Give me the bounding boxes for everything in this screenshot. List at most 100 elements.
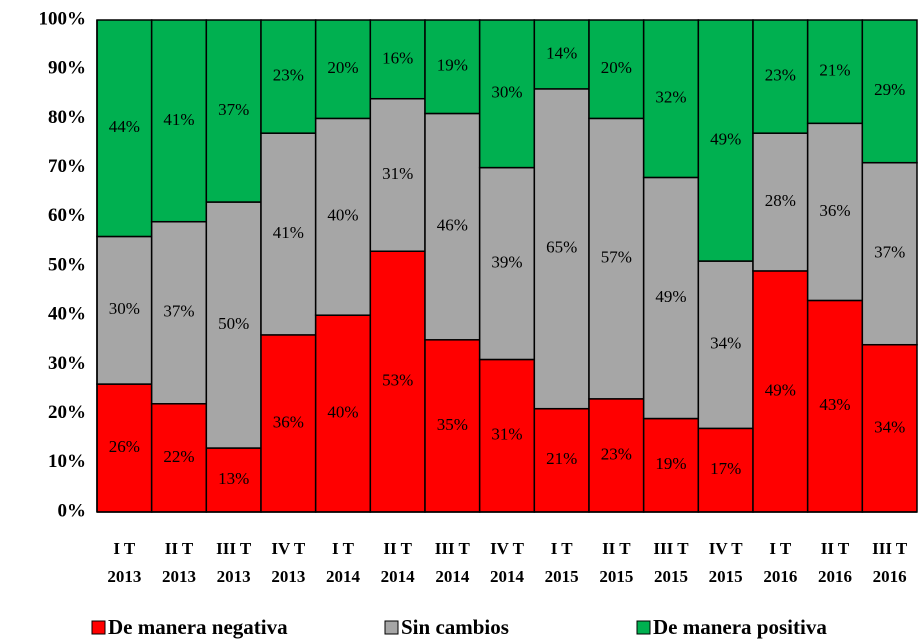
bar-segment <box>806 299 864 513</box>
x-tick-label: 2013 <box>271 567 305 586</box>
value-label: 17% <box>710 459 741 478</box>
value-label: 36% <box>819 201 850 220</box>
bar-segment <box>697 260 754 430</box>
value-label: 37% <box>218 100 249 119</box>
y-tick-label: 90% <box>48 58 86 79</box>
value-label: 46% <box>437 216 468 235</box>
bar-segment <box>369 97 426 252</box>
bar-segment <box>752 132 809 272</box>
value-label: 30% <box>109 299 140 318</box>
bar-segment <box>96 19 153 238</box>
value-label: 37% <box>874 243 905 262</box>
value-label: 50% <box>218 314 249 333</box>
x-tick-label: III T <box>435 539 471 558</box>
bar-segment <box>369 19 426 100</box>
y-tick-label: 70% <box>48 156 86 177</box>
value-label: 49% <box>655 287 686 306</box>
legend-swatch <box>636 620 651 635</box>
y-tick-label: 30% <box>48 353 86 374</box>
x-tick-label: III T <box>872 539 908 558</box>
legend-label: Sin cambios <box>401 615 509 639</box>
x-tick-label: II T <box>821 539 850 558</box>
bar-segment <box>205 201 262 449</box>
bar-segment <box>424 339 481 513</box>
value-label: 23% <box>273 65 304 84</box>
x-tick-label: 2016 <box>763 567 797 586</box>
x-tick-label: III T <box>216 539 252 558</box>
x-tick-label: I T <box>332 539 355 558</box>
value-label: 29% <box>874 80 905 99</box>
value-label: 49% <box>765 380 796 399</box>
value-label: 36% <box>273 412 304 431</box>
value-label: 39% <box>491 252 522 271</box>
bar-segment <box>424 112 481 341</box>
legend-swatch <box>384 620 399 635</box>
bar-segment <box>588 398 645 513</box>
value-label: 41% <box>163 110 194 129</box>
value-label: 19% <box>437 56 468 75</box>
value-label: 20% <box>601 58 632 77</box>
value-label: 21% <box>819 61 850 80</box>
value-label: 37% <box>163 302 194 321</box>
x-tick-label: I T <box>551 539 574 558</box>
bar-segment <box>96 235 153 385</box>
value-label: 41% <box>273 223 304 242</box>
value-label: 35% <box>437 415 468 434</box>
value-label: 19% <box>655 454 686 473</box>
bar-segment <box>260 334 317 513</box>
x-tick-label: 2016 <box>818 567 852 586</box>
y-tick-label: 50% <box>48 254 86 275</box>
bar-segment <box>752 19 809 134</box>
x-tick-label: 2013 <box>217 567 251 586</box>
bar-segment <box>369 250 426 513</box>
y-tick-label: 20% <box>48 402 86 423</box>
value-label: 20% <box>327 58 358 77</box>
bar-segment <box>205 19 262 203</box>
bar-segment <box>697 19 754 262</box>
x-tick-label: 2013 <box>107 567 141 586</box>
y-tick-label: 100% <box>39 8 87 29</box>
y-tick-label: 60% <box>48 205 86 226</box>
bar-segment <box>478 166 536 361</box>
value-label: 28% <box>765 191 796 210</box>
x-tick-label: 2014 <box>381 567 416 586</box>
value-label: 31% <box>382 164 413 183</box>
x-tick-label: 2014 <box>490 567 525 586</box>
x-tick-label: 2014 <box>326 567 361 586</box>
value-label: 23% <box>765 65 796 84</box>
bar-segment <box>533 19 590 90</box>
bar-segment <box>150 19 208 223</box>
legend-label: De manera positiva <box>653 615 827 639</box>
x-tick-label: II T <box>383 539 412 558</box>
bar-segment <box>806 19 864 125</box>
x-tick-label: 2016 <box>873 567 907 586</box>
value-label: 40% <box>327 206 358 225</box>
x-tick-label: IV T <box>709 539 744 558</box>
y-tick-label: 40% <box>48 304 86 325</box>
value-label: 34% <box>710 334 741 353</box>
x-tick-label: IV T <box>271 539 306 558</box>
value-label: 49% <box>710 129 741 148</box>
value-label: 23% <box>601 444 632 463</box>
bar-segment <box>96 383 153 513</box>
x-tick-label: I T <box>769 539 792 558</box>
x-tick-label: II T <box>165 539 194 558</box>
bar-segment <box>806 122 864 302</box>
value-label: 16% <box>382 48 413 67</box>
x-tick-label: I T <box>113 539 136 558</box>
x-tick-label: 2013 <box>162 567 196 586</box>
y-tick-label: 80% <box>48 107 86 128</box>
value-label: 34% <box>874 417 905 436</box>
x-tick-label: 2015 <box>599 567 633 586</box>
x-tick-label: 2014 <box>435 567 470 586</box>
x-tick-label: 2015 <box>654 567 688 586</box>
x-tick-label: 2015 <box>709 567 743 586</box>
legend-swatch <box>91 620 106 635</box>
value-label: 14% <box>546 43 577 62</box>
bar-segment <box>588 117 645 400</box>
x-tick-label: IV T <box>490 539 525 558</box>
legend-label: De manera negativa <box>108 615 288 639</box>
x-tick-label: II T <box>602 539 631 558</box>
bar-segment <box>424 19 481 115</box>
